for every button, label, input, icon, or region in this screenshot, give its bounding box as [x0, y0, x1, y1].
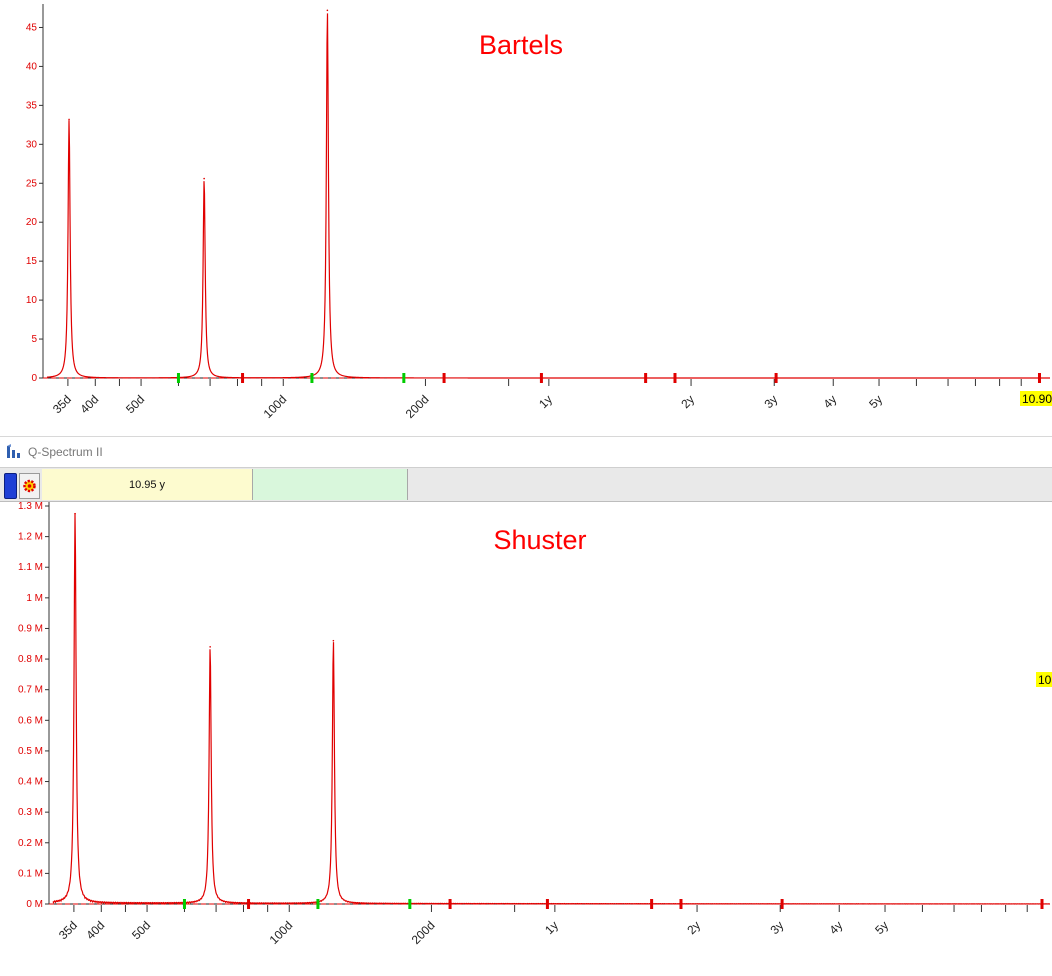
x-tick-label: 2y: [684, 918, 703, 937]
y-tick-label: 20: [26, 217, 38, 228]
x-tick-label: 35d: [56, 918, 80, 942]
cycle-marker-red[interactable]: [442, 373, 446, 383]
y-tick-label: 0.4 M: [18, 777, 43, 788]
y-tick-label: 1 M: [26, 593, 43, 604]
spectrum-peak-point: [74, 512, 76, 515]
cycle-marker-red[interactable]: [539, 373, 543, 383]
cycle-marker-red[interactable]: [673, 373, 677, 383]
cycle-marker-green[interactable]: [402, 373, 406, 383]
bartels-spectrum-chart: 0 5 10 15 20 25 30 35 40 45 35d 40d 50d 100d 200d 1y 2y 3…: [26, 4, 1052, 421]
y-tick-label: 25: [26, 178, 38, 189]
cycle-marker-green[interactable]: [316, 899, 320, 909]
spectrum-peak-point: [332, 639, 335, 642]
cycle-marker-red[interactable]: [644, 373, 648, 383]
spectrum-series-line: [46, 13, 1050, 379]
y-tick-label: 40: [26, 61, 38, 72]
cycle-marker-red[interactable]: [448, 899, 452, 909]
cycle-marker-red[interactable]: [679, 899, 683, 909]
period-value: 10.95 y: [128, 478, 166, 491]
cycle-marker-red[interactable]: [241, 373, 245, 383]
cycle-marker-green[interactable]: [408, 899, 412, 909]
spectrum-peak-point: [68, 118, 70, 121]
cycle-marker-red[interactable]: [247, 899, 251, 909]
spectrum-peak-point: [209, 646, 211, 648]
x-tick-label: 5y: [872, 918, 891, 937]
x-tick-label: 2y: [678, 392, 697, 411]
x-tick-label: 200d: [409, 918, 438, 947]
y-tick-label: 35: [26, 100, 38, 111]
x-tick-label: 100d: [261, 392, 290, 421]
y-tick-label: 0 M: [26, 899, 43, 910]
color-swatch-button[interactable]: [4, 473, 17, 499]
value-badge: 10.90: [1020, 391, 1052, 406]
x-tick-label: 1y: [536, 392, 555, 411]
x-tick-label: 5y: [866, 392, 885, 411]
y-tick-label: 45: [26, 22, 38, 33]
gear-icon: [23, 479, 36, 493]
cycle-marker-red[interactable]: [650, 899, 654, 909]
shuster-spectrum-chart: 0 M 0.1 M 0.2 M 0.3 M 0.4 M 0.5 M 0.6 M 0.7 M 0.…: [18, 501, 1052, 947]
window-title: Q-Spectrum II: [28, 445, 103, 459]
y-tick-label: 0.9 M: [18, 623, 43, 634]
x-tick-label: 35d: [50, 392, 74, 416]
x-tick-label: 3y: [767, 918, 786, 937]
y-tick-label: 0.2 M: [18, 838, 43, 849]
x-tick-label: 50d: [129, 918, 153, 942]
y-tick-label: 15: [26, 256, 38, 267]
window-titlebar: Q-Spectrum II: [0, 436, 1052, 467]
spectrum-peak-point: [326, 9, 329, 12]
y-tick-label: 1.1 M: [18, 562, 43, 573]
cycle-marker-green[interactable]: [310, 373, 314, 383]
cycle-marker-red[interactable]: [545, 899, 549, 909]
y-tick-label: 10: [26, 295, 38, 306]
value-badge-bg: [1036, 672, 1052, 687]
y-tick-label: 0.8 M: [18, 654, 43, 665]
cycle-marker-red[interactable]: [1040, 899, 1044, 909]
y-tick-label: 0.7 M: [18, 685, 43, 696]
y-tick-label: 0.3 M: [18, 807, 43, 818]
y-tick-label: 0.5 M: [18, 746, 43, 757]
value-badge-label: 10.90: [1022, 392, 1052, 406]
x-tick-label: 40d: [77, 392, 101, 416]
y-tick-label: 1.3 M: [18, 501, 43, 512]
cycle-marker-red[interactable]: [1037, 373, 1041, 383]
spectrum-peak-point: [203, 177, 205, 180]
value-badge: 10: [1036, 672, 1052, 687]
cycle-marker-green[interactable]: [176, 373, 180, 383]
y-tick-label: 5: [31, 334, 37, 345]
x-tick-label: 4y: [826, 918, 845, 937]
cycle-marker-green[interactable]: [182, 899, 186, 909]
y-tick-label: 0: [31, 373, 37, 384]
y-tick-label: 0.6 M: [18, 715, 43, 726]
x-tick-label: 50d: [123, 392, 147, 416]
x-tick-label: 3y: [761, 392, 780, 411]
spectrum-series-line: [52, 513, 1051, 906]
y-tick-label: 1.2 M: [18, 532, 43, 543]
value-badge-label: 10: [1038, 673, 1052, 687]
cycle-marker-red[interactable]: [780, 899, 784, 909]
x-tick-label: 100d: [267, 918, 296, 947]
y-tick-label: 30: [26, 139, 38, 150]
x-tick-label: 200d: [403, 392, 432, 421]
period-value-field[interactable]: 10.95 y: [42, 469, 253, 500]
x-tick-label: 1y: [542, 918, 561, 937]
settings-button[interactable]: [19, 473, 40, 499]
value-badge-bg: [1020, 391, 1052, 406]
y-tick-label: 0.1 M: [18, 868, 43, 879]
x-tick-label: 4y: [820, 392, 839, 411]
chart-title: Bartels: [479, 30, 563, 60]
range-field[interactable]: [253, 469, 408, 500]
cycle-marker-red[interactable]: [774, 373, 778, 383]
chart-title: Shuster: [493, 525, 586, 555]
app-logo-icon: [7, 444, 20, 458]
x-tick-label: 40d: [83, 918, 107, 942]
toolbar: 10.95 y: [0, 467, 1052, 502]
